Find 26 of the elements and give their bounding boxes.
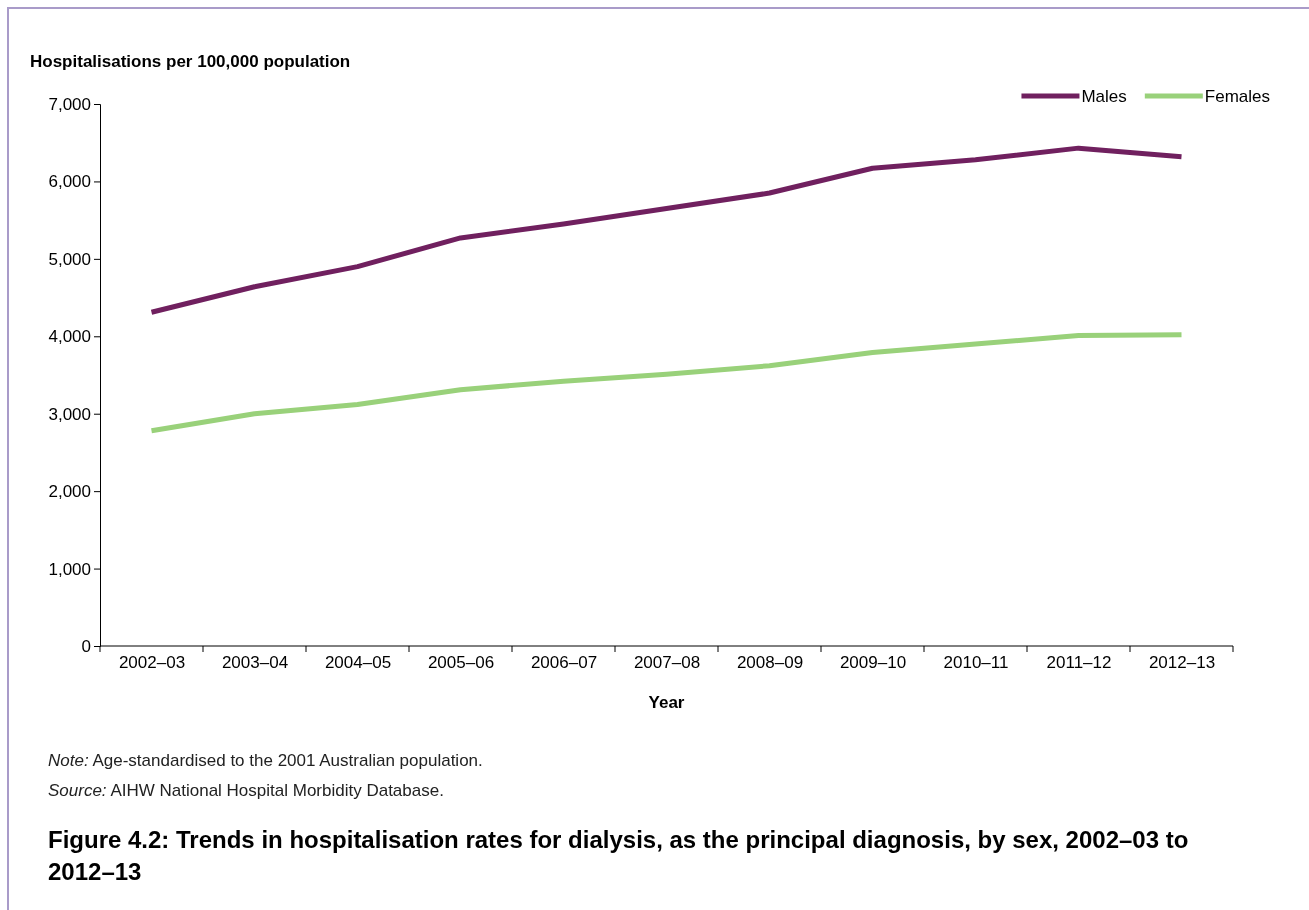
- source-note: Source: AIHW National Hospital Morbidity Database.: [48, 781, 444, 800]
- x-tick-label: 2009–10: [839, 653, 907, 673]
- y-tick-label: 3,000: [48, 404, 91, 424]
- y-tick-label: 6,000: [48, 172, 91, 192]
- x-tick-label: 2003–04: [221, 653, 289, 673]
- legend-label: Females: [1204, 87, 1270, 106]
- x-tick-label: 2002–03: [118, 653, 186, 673]
- y-axis-title: Hospitalisations per 100,000 population: [30, 52, 351, 71]
- y-tick-label: 1,000: [48, 559, 91, 579]
- y-tick-label: 2,000: [48, 482, 91, 502]
- x-axis-title: Year: [648, 693, 685, 712]
- x-tick-label: 2011–12: [1046, 653, 1112, 673]
- x-tick-label: 2008–09: [736, 653, 804, 673]
- text: Note: Age-standardised to the 2001 Australian population.: [48, 751, 483, 770]
- x-tick-label: 2010–11: [943, 653, 1009, 673]
- legend-label: Males: [1081, 87, 1127, 106]
- x-tick-label: 2007–08: [633, 653, 701, 673]
- x-tick-label: 2006–07: [530, 653, 598, 673]
- text: Figure 4.2: Trends in hospitalisation rates for dialysis, as the principal diagnosis, by sex, 2002–03 to 2012–13: [48, 826, 1189, 885]
- x-tick-label: 2004–05: [324, 653, 392, 673]
- y-tick-label: 5,000: [48, 249, 91, 269]
- y-tick-label: 7,000: [48, 94, 91, 114]
- y-tick-label: 0: [81, 636, 91, 656]
- y-tick-label: 4,000: [48, 327, 91, 347]
- x-tick-label: 2005–06: [427, 653, 495, 673]
- x-tick-label: 2012–13: [1148, 653, 1216, 673]
